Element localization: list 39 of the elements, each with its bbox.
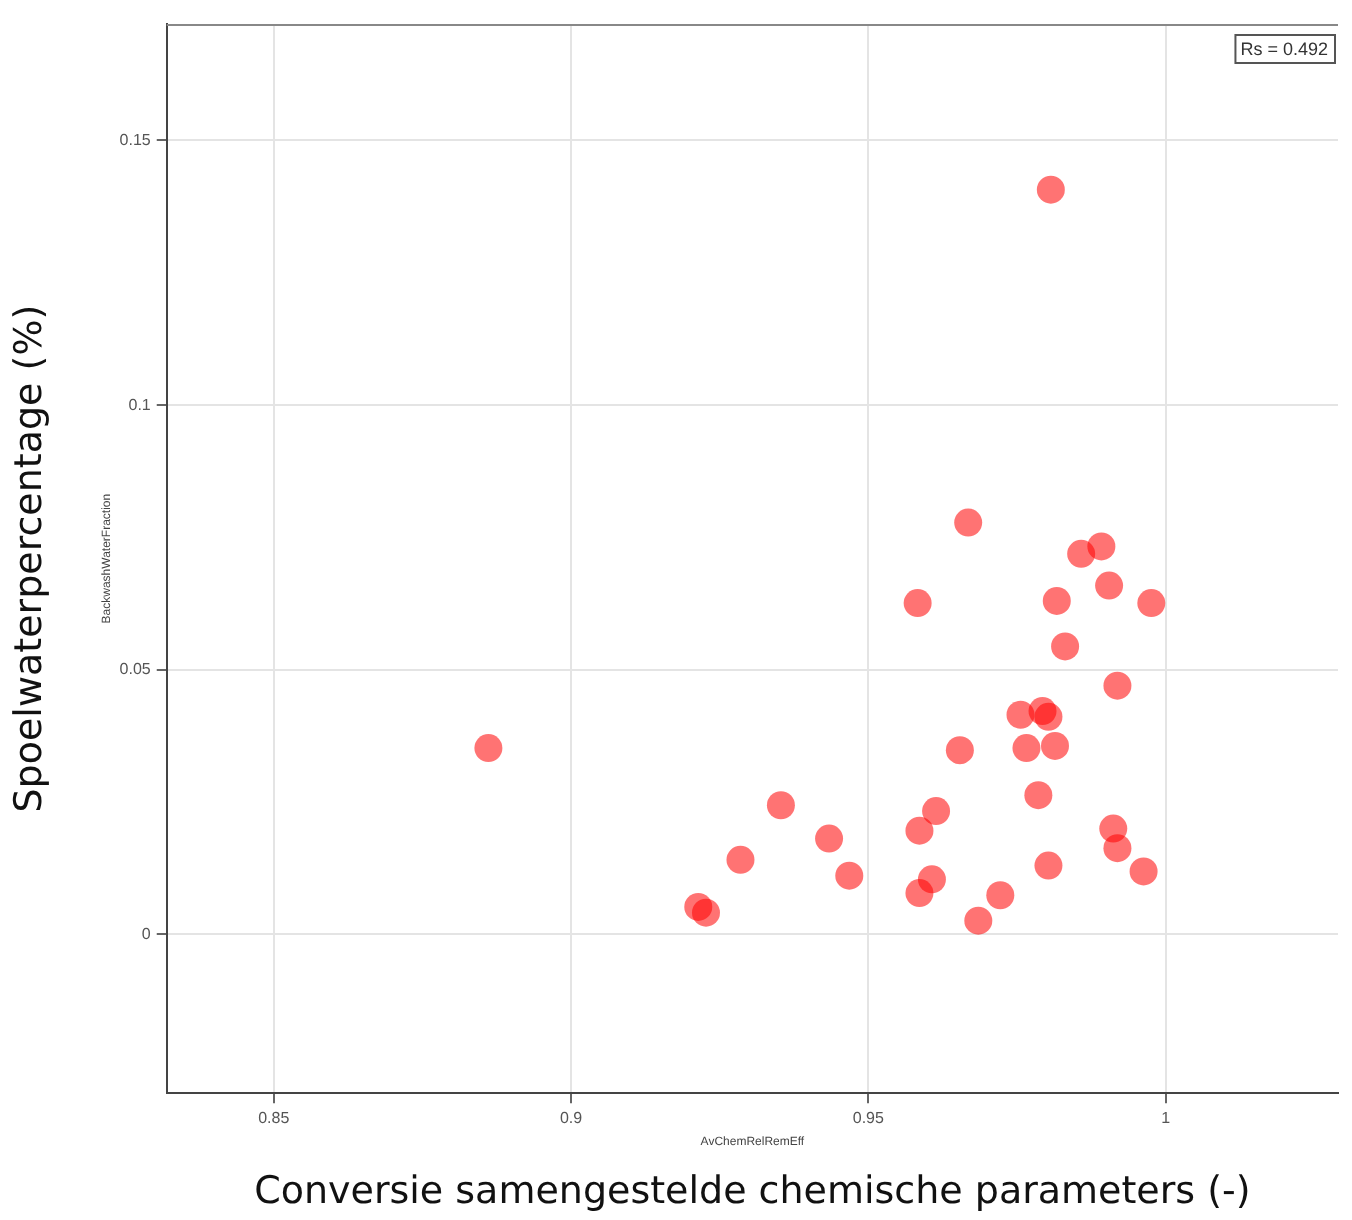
point bbox=[1087, 532, 1116, 561]
point bbox=[815, 824, 844, 853]
x-tick-label: 0.9 bbox=[559, 1109, 584, 1128]
point bbox=[835, 861, 864, 890]
x-axis-title: Conversie samengestelde chemische parameters (-) bbox=[254, 1169, 1251, 1214]
point bbox=[766, 791, 795, 820]
point bbox=[905, 879, 934, 908]
y-tick-label: 0 bbox=[141, 924, 152, 943]
point bbox=[1042, 586, 1071, 615]
x-tick-label: 0.95 bbox=[852, 1109, 885, 1128]
point bbox=[954, 508, 983, 537]
point bbox=[1040, 731, 1069, 760]
y-axis-title: Spoelwaterpercentage (%) bbox=[6, 304, 51, 813]
point bbox=[945, 736, 974, 765]
y-tick-label: 0.15 bbox=[119, 130, 152, 149]
point bbox=[1034, 851, 1063, 880]
point bbox=[1051, 632, 1080, 661]
point bbox=[964, 906, 993, 935]
point bbox=[692, 898, 720, 927]
point bbox=[1024, 781, 1053, 810]
point bbox=[474, 734, 503, 763]
y-tick-label: 0.05 bbox=[119, 660, 152, 679]
point bbox=[1129, 857, 1158, 886]
point bbox=[1036, 175, 1065, 204]
point bbox=[1012, 734, 1041, 763]
y-tick-label: 0.1 bbox=[128, 395, 152, 414]
point bbox=[1103, 834, 1132, 863]
annotation: Rs = 0.492 bbox=[1240, 38, 1329, 59]
point bbox=[1034, 702, 1063, 731]
x-tick-label: 0.85 bbox=[258, 1109, 291, 1128]
x-tick-label: 1 bbox=[1161, 1109, 1172, 1128]
point bbox=[1103, 671, 1132, 700]
point bbox=[922, 797, 951, 826]
point bbox=[726, 845, 755, 874]
point bbox=[986, 881, 1015, 910]
point bbox=[1095, 571, 1124, 600]
point bbox=[905, 816, 934, 845]
point bbox=[903, 589, 932, 618]
point bbox=[1137, 589, 1166, 618]
